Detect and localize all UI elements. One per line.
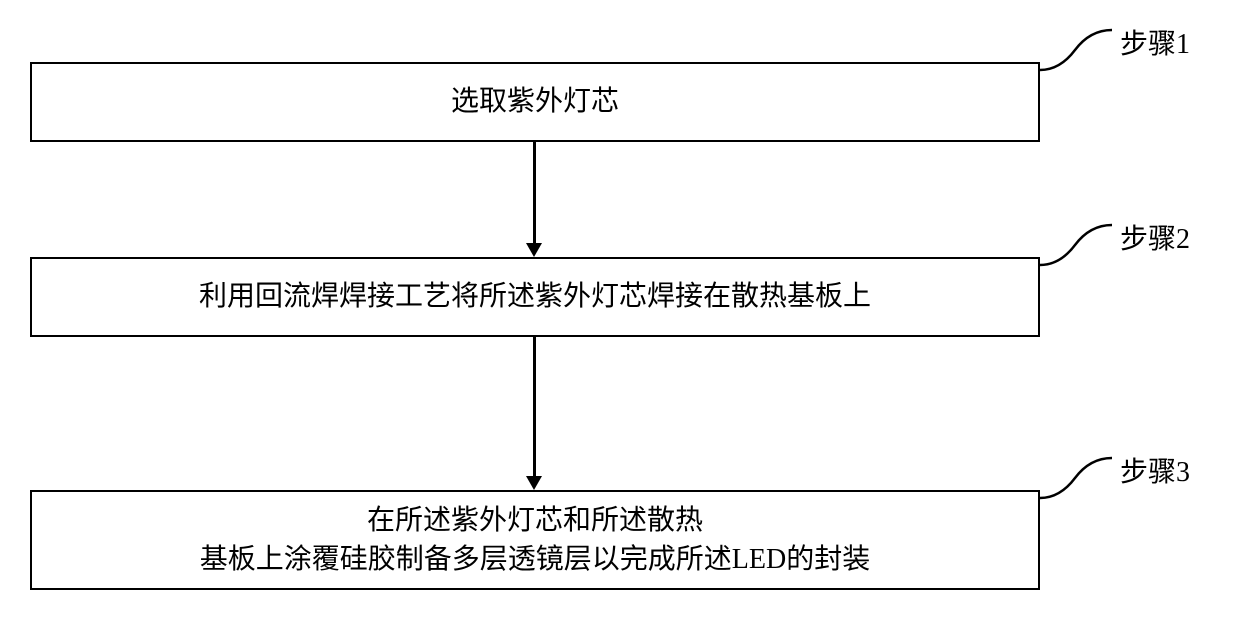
step-1-curve [1035, 20, 1120, 80]
step-3-label: 步骤3 [1120, 450, 1190, 490]
step-2-curve [1035, 215, 1120, 275]
step-3-curve [1035, 448, 1120, 508]
step-2-box: 利用回流焊焊接工艺将所述紫外灯芯焊接在散热基板上 [30, 257, 1040, 337]
connector-2-3 [533, 337, 536, 476]
step-2-text: 利用回流焊焊接工艺将所述紫外灯芯焊接在散热基板上 [199, 277, 871, 316]
step-2-label: 步骤2 [1120, 217, 1190, 257]
step-1-label: 步骤1 [1120, 22, 1190, 62]
step-1-box: 选取紫外灯芯 [30, 62, 1040, 142]
step-3-text-line2: 基板上涂覆硅胶制备多层透镜层以完成所述LED的封装 [200, 540, 870, 579]
step-3-box: 在所述紫外灯芯和所述散热 基板上涂覆硅胶制备多层透镜层以完成所述LED的封装 [30, 490, 1040, 590]
connector-1-2 [533, 142, 536, 243]
step-3-text-line1: 在所述紫外灯芯和所述散热 [200, 501, 870, 540]
arrow-2-3 [526, 476, 542, 490]
step-1-text: 选取紫外灯芯 [451, 82, 619, 121]
flowchart-container: 选取紫外灯芯 步骤1 利用回流焊焊接工艺将所述紫外灯芯焊接在散热基板上 步骤2 … [0, 0, 1239, 622]
arrow-1-2 [526, 243, 542, 257]
step-3-text: 在所述紫外灯芯和所述散热 基板上涂覆硅胶制备多层透镜层以完成所述LED的封装 [200, 501, 870, 579]
